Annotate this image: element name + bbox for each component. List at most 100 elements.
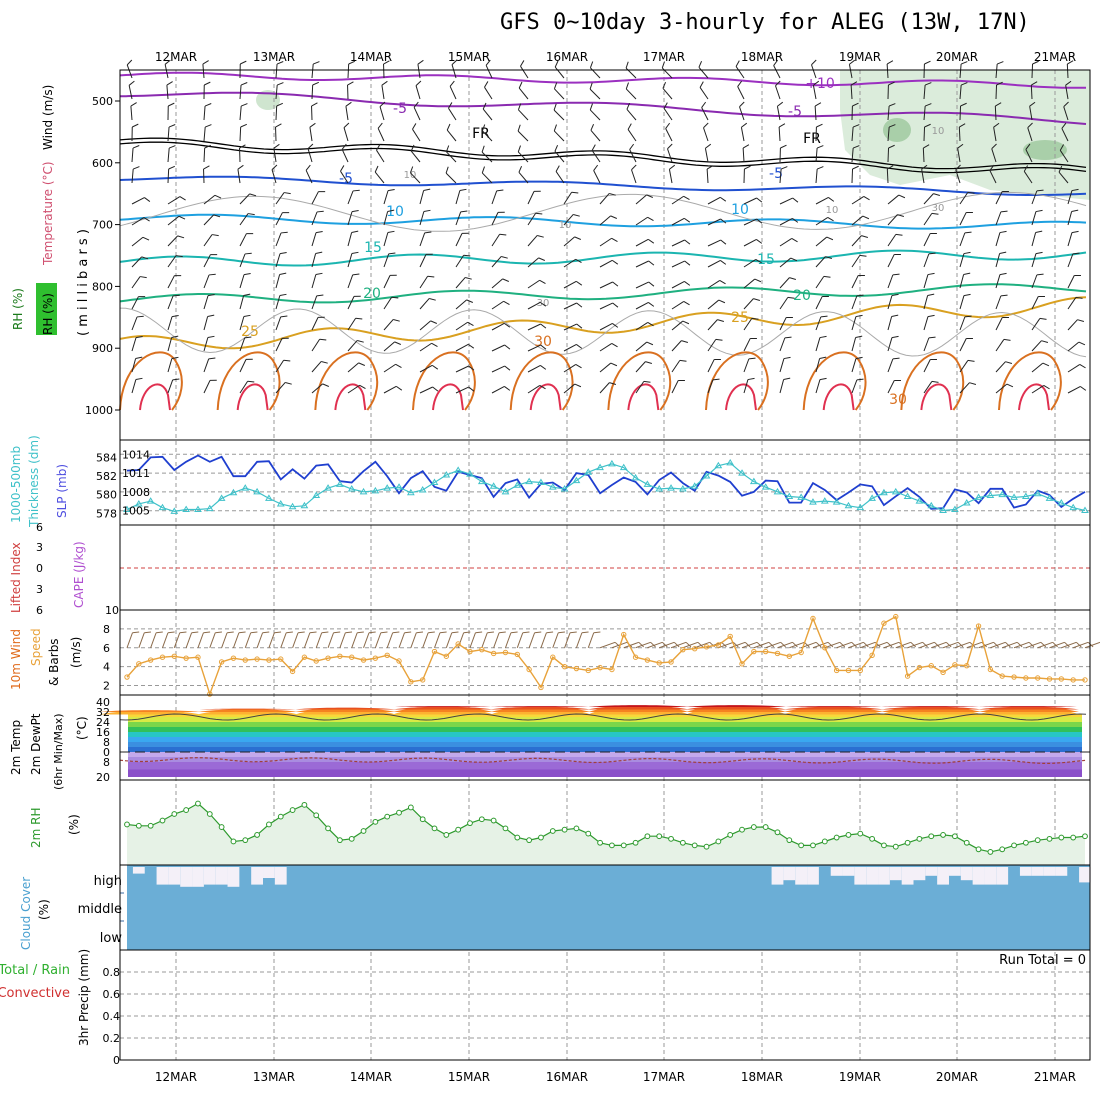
wind-barb-staff [517, 151, 529, 163]
wind-barb [481, 145, 493, 163]
wind10-speed-point [289, 668, 296, 675]
wind-barb-flag [849, 59, 856, 65]
temperature-contour [139, 383, 171, 411]
wind-barb-flag [504, 322, 511, 328]
wind-barb [815, 356, 827, 373]
wind10-barb-flag [697, 641, 704, 648]
cape-tick: 10 [105, 604, 119, 617]
wind10-barb-flag [1052, 641, 1058, 648]
wind10-speed-line [126, 615, 1085, 697]
wind-barb-flag [576, 344, 583, 349]
wind-barb-staff [203, 380, 211, 394]
wind-barb-flag [819, 356, 827, 359]
wind10-barb-staff [694, 641, 710, 649]
high-cloud-gap [192, 867, 204, 887]
chart-title: GFS 0~10day 3-hourly for ALEG (13W, 17N) [500, 10, 1030, 35]
wind-barb-flag [204, 144, 212, 149]
date-label-top: 20MAR [936, 50, 978, 64]
rh-point [1034, 837, 1041, 844]
date-label-top: 19MAR [839, 50, 881, 64]
wind-barb-staff [347, 63, 350, 79]
wind-barb [851, 124, 860, 142]
wind-barb-staff [518, 109, 529, 121]
wind-barb [275, 251, 287, 268]
wind-barb-flag [305, 164, 311, 171]
wind-barb [599, 281, 619, 289]
high-cloud-gap [925, 867, 938, 876]
wind-barb [419, 231, 432, 247]
wind-barb-flag [424, 231, 432, 234]
wind-barb [667, 143, 673, 163]
wind-barb-staff [631, 169, 637, 184]
thickness-point [1045, 494, 1054, 501]
wind-barb-staff [491, 278, 503, 289]
wind-barb [451, 59, 458, 79]
thickness-point [986, 491, 995, 499]
wind-barb-flag [576, 323, 583, 329]
wind10-barb-flag [957, 641, 964, 648]
wind-barb-flag [284, 192, 291, 195]
wind-barb-flag [646, 341, 654, 346]
rh-point [739, 826, 745, 833]
wind-barb-flag [315, 230, 323, 234]
temperature-hump [295, 707, 396, 710]
wind10-barb-staff [1013, 641, 1030, 649]
wind-barb-flag [856, 294, 864, 297]
contour-label: -5 [788, 104, 802, 120]
wind-barb [707, 299, 726, 310]
wind-barb-flag [720, 218, 727, 224]
wind-barb-staff [455, 343, 469, 352]
wind-barb-flag [662, 81, 667, 89]
wind10-barb [765, 641, 786, 649]
wind-barb-staff [419, 211, 425, 226]
wind-barb-staff [743, 258, 757, 268]
wind-barb [383, 188, 395, 205]
wind-barb-staff [886, 63, 889, 79]
wind-barb-staff [311, 191, 319, 205]
wind-barb-flag [312, 81, 320, 86]
wind10-speed-point [1046, 676, 1053, 682]
wind-barb-flag [712, 378, 720, 381]
wind-barb-flag [465, 276, 472, 280]
wind-barb-flag [575, 258, 582, 264]
wind-barb-staff [379, 106, 385, 121]
high-cloud-gap [972, 867, 985, 885]
wind-barb-staff [527, 212, 537, 226]
wind-barb-flag [243, 293, 251, 296]
wind-barb-staff [1067, 190, 1073, 205]
wind-barb-staff [1067, 341, 1080, 352]
wind-barb [815, 256, 833, 268]
wind10-speed-point [419, 677, 426, 683]
wind-barb-staff [383, 253, 390, 268]
wind10-speed-point [857, 667, 863, 674]
thickness-point [797, 493, 806, 500]
wind10-barb [327, 631, 341, 648]
wind-barb-flag [643, 380, 651, 383]
wind10-barb [670, 641, 692, 649]
wind-barb [959, 191, 975, 205]
wind-barb-staff [491, 386, 505, 394]
wind-barb-staff [520, 65, 529, 79]
wind-barb-staff [239, 106, 242, 121]
wind-barb-flag [140, 276, 147, 279]
wind-barb-flag [573, 213, 580, 217]
wind-barb [995, 272, 1007, 289]
wind-barb [311, 230, 323, 247]
wind-barb-staff [563, 280, 577, 289]
wind-barb-flag [240, 60, 247, 65]
thickness-axis-label-2: Thickness (dm) [27, 435, 41, 528]
rh-point [561, 826, 568, 833]
wind-barb-flag [517, 145, 521, 153]
wind10-barb-flag [463, 631, 471, 634]
wind-barb-flag [820, 315, 828, 318]
wind-barb [959, 102, 967, 121]
wind-barb-staff [340, 170, 349, 184]
wind10-barb-staff [730, 641, 746, 649]
panel-frame-wind [119, 609, 1091, 696]
precip-axis-label: 3hr Precip (mm) [77, 949, 91, 1046]
wind-barb-flag [576, 280, 583, 286]
date-label-top: 16MAR [546, 50, 588, 64]
wind-barb-flag [539, 384, 546, 390]
wind-barb-flag [432, 386, 439, 392]
wind-barb-staff [923, 274, 929, 289]
